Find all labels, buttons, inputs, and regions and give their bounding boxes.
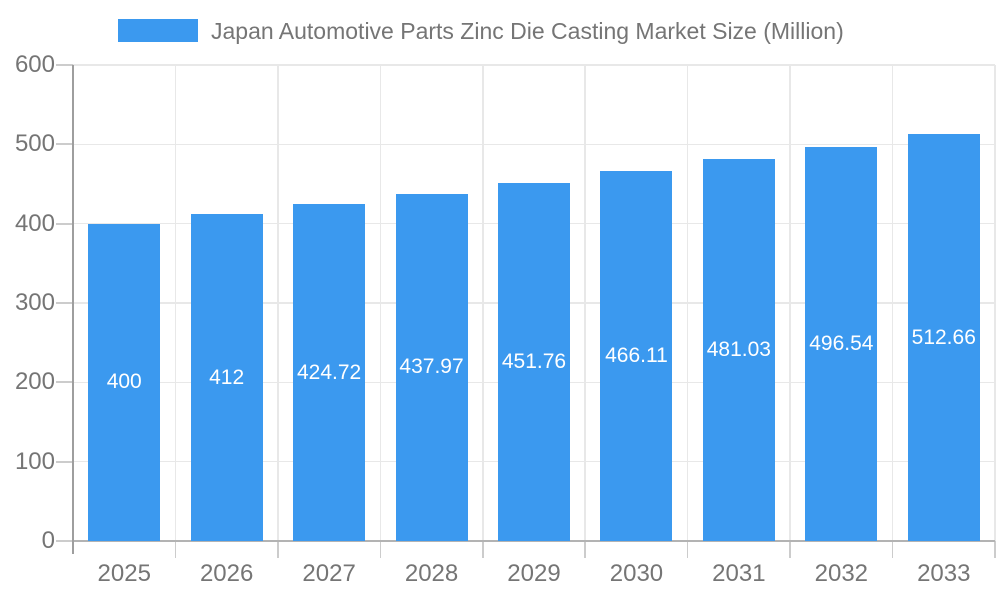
v-gridline bbox=[994, 65, 996, 541]
x-axis-label: 2029 bbox=[507, 560, 561, 587]
bar-value-label: 400 bbox=[106, 370, 142, 394]
v-gridline bbox=[789, 65, 791, 541]
bar-value-label: 512.66 bbox=[911, 325, 976, 349]
bar-value-label: 451.76 bbox=[501, 349, 567, 373]
bar-2033[interactable] bbox=[907, 134, 980, 541]
x-axis-label: 2031 bbox=[712, 560, 766, 587]
y-axis-tick bbox=[56, 222, 73, 225]
x-axis-label: 2025 bbox=[97, 560, 151, 587]
y-axis-label: 400 bbox=[14, 209, 55, 237]
bar-2030[interactable] bbox=[600, 171, 673, 541]
v-gridline bbox=[891, 65, 894, 541]
bar-2032[interactable] bbox=[805, 147, 878, 541]
x-axis-label: 2033 bbox=[917, 560, 971, 587]
y-axis-label: 600 bbox=[14, 51, 55, 78]
x-axis-label: 2026 bbox=[199, 560, 254, 587]
bar-value-label: 424.72 bbox=[296, 360, 362, 384]
v-gridline bbox=[686, 65, 689, 541]
bar-2029[interactable] bbox=[498, 182, 570, 541]
y-axis-label: 0 bbox=[41, 527, 55, 554]
v-gridline bbox=[174, 65, 177, 541]
y-axis-tick bbox=[56, 302, 73, 304]
bar-2025[interactable] bbox=[88, 223, 161, 541]
bar-2031[interactable] bbox=[702, 159, 775, 541]
bar-value-label: 437.97 bbox=[399, 355, 464, 379]
legend-label: Japan Automotive Parts Zinc Die Casting … bbox=[211, 18, 844, 44]
y-axis-label: 100 bbox=[14, 447, 55, 475]
y-axis-tick bbox=[56, 540, 73, 542]
y-axis-tick bbox=[56, 381, 73, 384]
x-axis-tick bbox=[584, 541, 586, 558]
x-axis-tick bbox=[789, 541, 791, 558]
x-axis-label: 2030 bbox=[609, 560, 664, 587]
bar-2028[interactable] bbox=[395, 193, 468, 541]
y-axis-tick bbox=[56, 64, 73, 66]
x-axis-tick bbox=[277, 541, 279, 558]
bar-2026[interactable] bbox=[190, 214, 263, 541]
x-axis-tick bbox=[686, 541, 689, 558]
v-gridline bbox=[584, 65, 586, 541]
x-axis-tick bbox=[891, 541, 894, 558]
h-gridline bbox=[73, 64, 995, 66]
y-axis-tick bbox=[56, 460, 73, 463]
x-axis-tick bbox=[174, 541, 177, 558]
bar-value-label: 496.54 bbox=[809, 332, 874, 356]
bar-2027[interactable] bbox=[293, 204, 366, 541]
y-axis-tick bbox=[56, 143, 73, 146]
y-axis-line bbox=[72, 65, 74, 554]
legend-swatch bbox=[118, 19, 198, 42]
v-gridline bbox=[277, 65, 279, 541]
x-axis-label: 2028 bbox=[404, 560, 459, 587]
y-axis-label: 300 bbox=[14, 289, 55, 316]
y-axis-label: 500 bbox=[14, 130, 55, 158]
x-axis-tick bbox=[994, 541, 996, 558]
x-axis-tick bbox=[482, 541, 484, 558]
bar-value-label: 481.03 bbox=[706, 338, 771, 362]
x-axis-baseline bbox=[73, 540, 995, 542]
x-axis-label: 2027 bbox=[302, 560, 356, 587]
bar-value-label: 466.11 bbox=[605, 344, 668, 368]
v-gridline bbox=[482, 65, 484, 541]
x-axis-label: 2032 bbox=[814, 560, 869, 587]
x-axis-tick bbox=[379, 541, 382, 558]
h-gridline bbox=[73, 143, 995, 146]
bar-value-label: 412 bbox=[209, 365, 245, 389]
v-gridline bbox=[379, 65, 382, 541]
y-axis-label: 200 bbox=[14, 368, 55, 396]
